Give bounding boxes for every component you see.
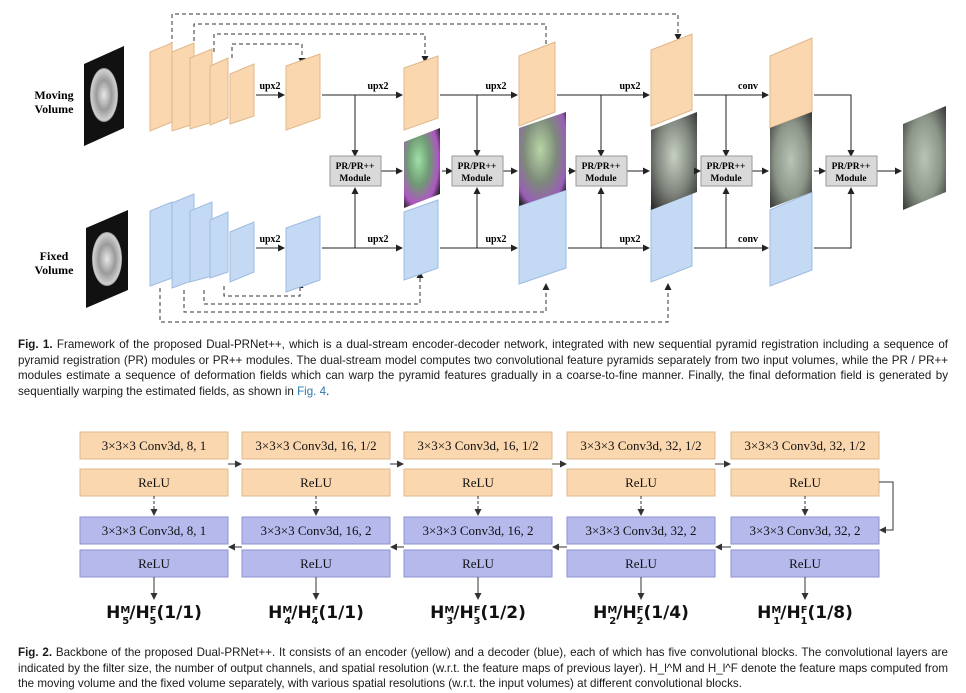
moving-feature-maps <box>285 33 813 131</box>
encoder-relu-block-1 <box>79 468 229 497</box>
fixed-encoder-stack <box>149 193 255 289</box>
svg-text:PR/PR++: PR/PR++ <box>336 162 375 172</box>
encoder-relu-label-2: ReLU <box>300 475 332 490</box>
svg-text:PR/PR++: PR/PR++ <box>707 162 746 172</box>
pr-module-5: PR/PR++ Module <box>825 155 878 187</box>
figure-1-framework: Moving Volume Fixed Volume <box>34 13 946 323</box>
figure-2-caption-text: Backbone of the proposed Dual-PRNet++. I… <box>18 646 948 691</box>
figure-4-link[interactable]: Fig. 4 <box>297 384 327 398</box>
decoder-relu-label-5: ReLU <box>789 556 821 571</box>
op-label-upx2-bot-3: upx2 <box>485 234 506 245</box>
figure-2-caption: Fig. 2. Backbone of the proposed Dual-PR… <box>18 645 948 692</box>
op-label-upx2-top-1: upx2 <box>259 81 280 92</box>
decoder-conv-label-5: 3×3×3 Conv3d, 32, 2 <box>749 523 860 538</box>
decoder-relu-block-3 <box>403 549 553 578</box>
skip-connections-top <box>171 13 682 65</box>
svg-text:Module: Module <box>835 174 866 184</box>
figure-1-caption-end: . <box>326 384 330 398</box>
op-label-upx2-top-4: upx2 <box>619 81 640 92</box>
encoder-conv-block-5 <box>730 431 880 460</box>
skip-connections-bottom <box>159 271 672 323</box>
output-feature-label-3: HM 3/HF 3(1/2) <box>430 603 526 627</box>
op-label-upx2-bot-4: upx2 <box>619 234 640 245</box>
encoder-conv-label-3: 3×3×3 Conv3d, 16, 1/2 <box>417 438 538 453</box>
moving-volume-label-2: Volume <box>35 102 75 116</box>
decoder-conv-block-3 <box>403 516 553 545</box>
encoder-conv-block-3 <box>403 431 553 460</box>
op-label-upx2-top-2: upx2 <box>367 81 388 92</box>
decoder-conv-block-4 <box>566 516 716 545</box>
fixed-volume-image <box>86 210 128 308</box>
encoder-conv-block-2 <box>241 431 391 460</box>
bottleneck-arrow <box>879 481 894 534</box>
moving-encoder-stack <box>149 42 255 132</box>
fixed-volume-label-2: Volume <box>35 263 75 277</box>
encoder-relu-block-3 <box>403 468 553 497</box>
svg-text:Module: Module <box>585 174 616 184</box>
decoder-conv-block-2 <box>241 516 391 545</box>
decoder-relu-block-2 <box>241 549 391 578</box>
decoder-conv-label-2: 3×3×3 Conv3d, 16, 2 <box>260 523 371 538</box>
deformation-field-images <box>404 106 946 210</box>
decoder-relu-label-4: ReLU <box>625 556 657 571</box>
figure-2-caption-label: Fig. 2. <box>18 646 53 659</box>
fixed-volume-label-1: Fixed <box>40 249 69 263</box>
encoder-conv-label-4: 3×3×3 Conv3d, 32, 1/2 <box>580 438 701 453</box>
op-label-upx2-top-3: upx2 <box>485 81 506 92</box>
figure-1-caption: Fig. 1. Framework of the proposed Dual-P… <box>18 337 948 399</box>
encoder-relu-label-4: ReLU <box>625 475 657 490</box>
figure-1-caption-label: Fig. 1. <box>18 338 53 351</box>
svg-text:PR/PR++: PR/PR++ <box>582 162 621 172</box>
module-feed-lines <box>351 94 855 249</box>
svg-text:PR/PR++: PR/PR++ <box>832 162 871 172</box>
decoder-relu-label-2: ReLU <box>300 556 332 571</box>
op-label-conv-top: conv <box>738 81 758 92</box>
figure-2-backbone: 3×3×3 Conv3d, 8, 1 ReLU 3×3×3 Conv3d, 8, 1… <box>79 431 894 627</box>
output-feature-label-1: HM 5/HF 5(1/1) <box>106 603 202 627</box>
figure-1-caption-text: Framework of the proposed Dual-PRNet++, … <box>18 338 948 398</box>
encoder-relu-label-1: ReLU <box>138 475 170 490</box>
decoder-relu-label-3: ReLU <box>462 556 494 571</box>
encoder-conv-block-1 <box>79 431 229 460</box>
moving-volume-label-1: Moving <box>34 88 73 102</box>
svg-text:Module: Module <box>339 174 370 184</box>
output-feature-label-2: HM 4/HF 4(1/1) <box>268 603 364 627</box>
encoder-conv-label-2: 3×3×3 Conv3d, 16, 1/2 <box>255 438 376 453</box>
encoder-conv-label-1: 3×3×3 Conv3d, 8, 1 <box>102 438 207 453</box>
pr-module-2: PR/PR++ Module <box>451 155 504 187</box>
pr-module-4: PR/PR++ Module <box>700 155 753 187</box>
svg-text:PR/PR++: PR/PR++ <box>458 162 497 172</box>
encoder-conv-label-5: 3×3×3 Conv3d, 32, 1/2 <box>744 438 865 453</box>
fixed-feature-maps <box>285 189 813 293</box>
output-feature-label-4: HM 2/HF 2(1/4) <box>593 603 689 627</box>
decoder-relu-label-1: ReLU <box>138 556 170 571</box>
pr-module-3: PR/PR++ Module <box>575 155 628 187</box>
pr-module-1: PR/PR++ Module <box>329 155 382 187</box>
encoder-conv-block-4 <box>566 431 716 460</box>
decoder-conv-label-3: 3×3×3 Conv3d, 16, 2 <box>422 523 533 538</box>
op-label-upx2-bot-1: upx2 <box>259 234 280 245</box>
op-label-upx2-bot-2: upx2 <box>367 234 388 245</box>
output-feature-label-5: HM 1/HF 1(1/8) <box>757 603 853 627</box>
svg-text:Module: Module <box>461 174 492 184</box>
decoder-conv-block-1 <box>79 516 229 545</box>
encoder-relu-label-5: ReLU <box>789 475 821 490</box>
op-label-conv-bot: conv <box>738 234 758 245</box>
encoder-relu-label-3: ReLU <box>462 475 494 490</box>
decoder-conv-label-4: 3×3×3 Conv3d, 32, 2 <box>585 523 696 538</box>
decoder-conv-label-1: 3×3×3 Conv3d, 8, 1 <box>102 523 207 538</box>
svg-text:Module: Module <box>710 174 741 184</box>
moving-volume-image <box>84 46 124 146</box>
